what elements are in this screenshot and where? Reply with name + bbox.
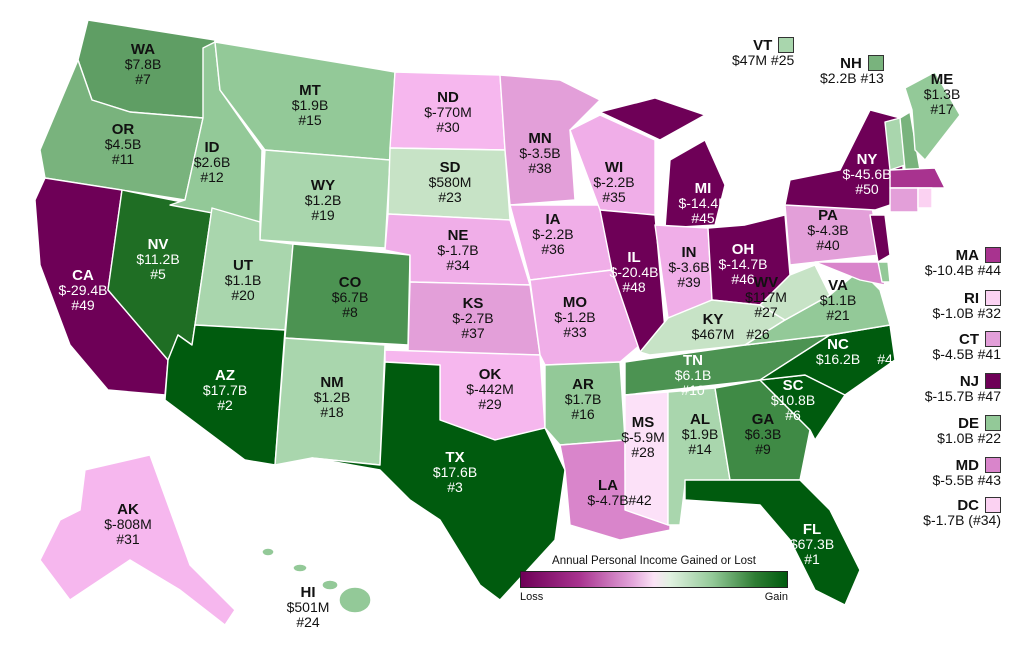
- state-MD: [814, 261, 886, 286]
- callout-RI: RI $-1.0B #32: [932, 289, 1001, 321]
- callout-CT: CT $-4.5B #41: [932, 330, 1001, 362]
- label-MN: MN $-3.5B #38: [519, 130, 561, 176]
- callout-DE: DE $1.0B #22: [937, 414, 1001, 446]
- swatch-NH: [867, 55, 884, 71]
- callout-MA: MA $-10.4B #44: [924, 246, 1001, 278]
- legend-loss-label: Loss: [520, 591, 544, 603]
- state-MI: [664, 139, 726, 229]
- swatch-NJ: [985, 373, 1001, 389]
- label-IA: IA $-2.2B #36: [532, 211, 574, 257]
- state-MA: [889, 167, 946, 189]
- label-AR: AR $1.7B #16: [564, 376, 602, 422]
- legend-gain-label: Gain: [764, 591, 788, 603]
- label-CA: CA $-29.4B #49: [58, 267, 108, 313]
- label-KY-rank: #26: [746, 326, 770, 342]
- callout-MD: MD $-5.5B #43: [932, 456, 1001, 488]
- callout-VT: VT $47M #25: [732, 36, 795, 68]
- state-HI-big: [338, 586, 372, 614]
- label-NM: NM $1.2B #18: [313, 374, 351, 420]
- swatch-DC: [985, 497, 1001, 513]
- swatch-DE: [985, 415, 1001, 431]
- state-CT: [889, 187, 919, 213]
- state-HI-oahu: [292, 563, 308, 573]
- label-OH: OH $-14.7B #46: [718, 241, 768, 287]
- label-KS: KS $-2.7B #37: [452, 295, 494, 341]
- label-AL: AL $1.9B #14: [681, 411, 719, 457]
- label-TX: TX $17.6B #3: [432, 449, 478, 495]
- color-legend: Annual Personal Income Gained or Lost Lo…: [520, 555, 788, 603]
- state-AK: [39, 454, 236, 626]
- label-LA: LA $-4.7B: [587, 477, 629, 508]
- callout-NH: NH $2.2B #13: [820, 54, 884, 86]
- label-KY: KY $467M: [691, 311, 735, 342]
- label-MO: MO $-1.2B #33: [554, 294, 596, 340]
- state-TX: [311, 361, 566, 601]
- swatch-MD: [985, 457, 1001, 473]
- legend-title: Annual Personal Income Gained or Lost: [552, 555, 756, 567]
- label-AK: AK $-808M #31: [104, 501, 152, 547]
- label-PA: PA $-4.3B #40: [807, 207, 849, 253]
- label-LA-rank: #42: [628, 492, 652, 508]
- callout-DC: DC $-1.7B (#34): [923, 496, 1001, 528]
- state-WV: [759, 264, 831, 321]
- label-CO: CO $6.7B #8: [331, 274, 369, 320]
- label-HI: HI $501M #24: [286, 584, 330, 630]
- label-NC-rank: #4: [877, 351, 893, 367]
- label-VA: VA $1.1B #21: [819, 277, 857, 323]
- label-SC: SC $10.8B #6: [770, 377, 816, 423]
- label-TN: TN $6.1B #10: [674, 352, 712, 398]
- state-MS: [624, 391, 669, 526]
- label-ME: ME $1.3B #17: [923, 71, 961, 117]
- label-NC: NC $16.2B: [815, 336, 861, 367]
- label-FL: FL $67.3B #1: [789, 521, 835, 567]
- state-WI: [569, 114, 656, 216]
- swatch-CT: [985, 331, 1001, 347]
- label-NE: NE $-1.7B #34: [437, 227, 479, 273]
- state-GA: [714, 379, 811, 481]
- label-NV: NV $11.2B #5: [136, 236, 180, 282]
- label-AZ: AZ $17.7B #2: [202, 367, 248, 413]
- label-NY: NY $-45.6B #50: [842, 151, 892, 197]
- label-WV: WV $117M #27: [745, 274, 787, 320]
- label-MS: MS $-5.9M #28: [621, 414, 665, 460]
- label-OR: OR $4.5B #11: [104, 121, 142, 167]
- label-GA: GA $6.3B #9: [744, 411, 782, 457]
- state-MI-up: [599, 97, 706, 141]
- swatch-MA: [985, 247, 1001, 263]
- swatch-RI: [985, 290, 1001, 306]
- label-OK: OK $-442M #29: [466, 366, 514, 412]
- state-NJ: [869, 214, 891, 263]
- state-RI: [917, 187, 933, 209]
- swatch-VT: [778, 37, 795, 53]
- state-HI-maui: [321, 579, 339, 591]
- label-WY: WY $1.2B #19: [304, 177, 342, 223]
- label-MT: MT $1.9B #15: [291, 82, 329, 128]
- state-FL: [684, 479, 861, 606]
- state-DE: [877, 261, 891, 283]
- label-WA: WA $7.8B #7: [124, 41, 162, 87]
- label-IL: IL $-20.4B #48: [609, 249, 659, 295]
- state-ME: [904, 71, 961, 161]
- legend-gradient-bar: [520, 571, 788, 588]
- callout-NJ: NJ $-15.7B #47: [924, 372, 1001, 404]
- state-MN: [499, 74, 601, 206]
- label-MI: MI $-14.4B #45: [678, 180, 728, 226]
- label-WI: WI $-2.2B #35: [593, 159, 635, 205]
- label-ND: ND $-770M #30: [424, 89, 472, 135]
- state-HI-kauai: [261, 547, 275, 557]
- label-SD: SD $580M #23: [428, 159, 472, 205]
- label-IN: IN $-3.6B #39: [668, 244, 710, 290]
- label-ID: ID $2.6B #12: [193, 139, 231, 185]
- label-UT: UT $1.1B #20: [224, 257, 262, 303]
- state-VA: [744, 269, 891, 346]
